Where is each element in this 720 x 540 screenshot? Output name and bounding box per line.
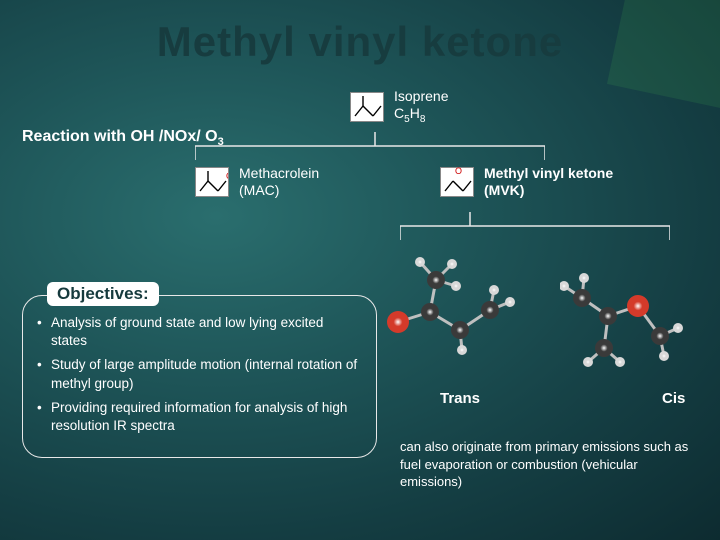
isoprene-formula: C5H8 <box>394 105 448 126</box>
isoprene-thumb <box>350 92 384 122</box>
objectives-list: Analysis of ground state and low lying e… <box>37 314 362 435</box>
objective-item: Providing required information for analy… <box>37 399 362 435</box>
reaction-label: Reaction with OH /NOx/ O3 <box>22 128 224 148</box>
isoprene-struct-icon <box>351 92 383 122</box>
svg-text:O: O <box>455 167 462 176</box>
mac-struct-icon: O <box>196 167 228 197</box>
mac-box: O Methacrolein (MAC) <box>195 165 319 199</box>
corner-accent <box>607 0 720 113</box>
label-cis: Cis <box>662 390 685 407</box>
mac-name: Methacrolein <box>239 165 319 182</box>
molecule-cis <box>560 250 700 380</box>
mac-abbrev: (MAC) <box>239 182 319 199</box>
mvk-thumb: O <box>440 167 474 197</box>
objective-item: Study of large amplitude motion (interna… <box>37 356 362 392</box>
mvk-name: Methyl vinyl ketone <box>484 165 613 182</box>
isoprene-name: Isoprene <box>394 88 448 105</box>
bracket-bottom <box>400 212 670 240</box>
mac-text: Methacrolein (MAC) <box>239 165 319 199</box>
objectives-box: Objectives: Analysis of ground state and… <box>22 295 377 458</box>
mvk-abbrev: (MVK) <box>484 182 613 199</box>
bracket-top <box>195 132 545 160</box>
molecule-trans <box>378 250 528 370</box>
objective-item: Analysis of ground state and low lying e… <box>37 314 362 350</box>
mac-thumb: O <box>195 167 229 197</box>
isoprene-text: Isoprene C5H8 <box>394 88 448 126</box>
mvk-text: Methyl vinyl ketone (MVK) <box>484 165 613 199</box>
mvk-box: O Methyl vinyl ketone (MVK) <box>440 165 613 199</box>
isoprene-box: Isoprene C5H8 <box>350 88 448 126</box>
mvk-struct-icon: O <box>441 167 473 197</box>
objectives-header: Objectives: <box>47 282 159 306</box>
footnote: can also originate from primary emission… <box>400 438 700 491</box>
label-trans: Trans <box>440 390 480 407</box>
svg-text:O: O <box>226 171 228 181</box>
